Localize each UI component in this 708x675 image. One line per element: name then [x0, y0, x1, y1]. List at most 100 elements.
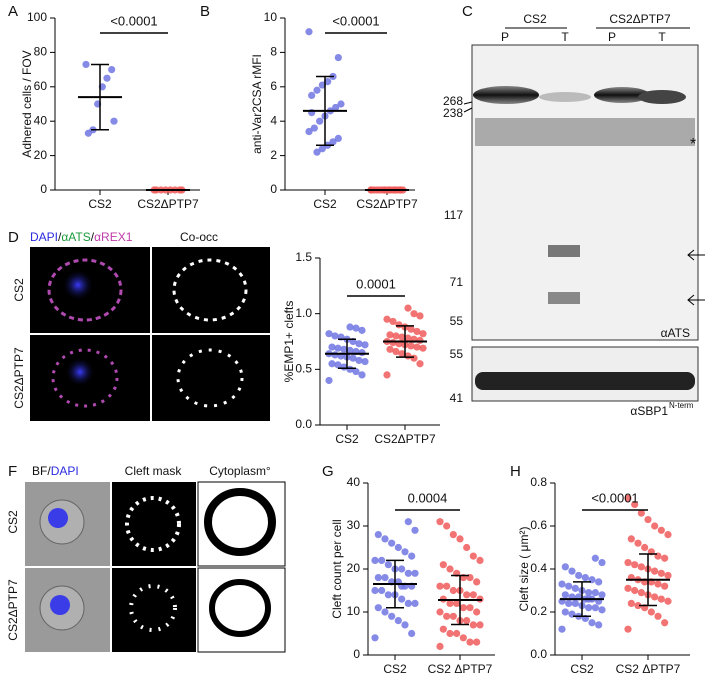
data-point [631, 500, 639, 509]
group-label: CS2ΔPTP7 [609, 12, 671, 26]
data-point [355, 340, 363, 348]
data-point [318, 145, 326, 153]
p-value: 0.0001 [356, 276, 396, 291]
data-point [419, 330, 427, 338]
data-point [331, 332, 339, 340]
data-point [449, 531, 457, 539]
data-point [349, 354, 357, 362]
panel-label: F [8, 463, 17, 480]
row-label: CS2ΔPTP7 [6, 579, 20, 641]
data-point [473, 608, 481, 616]
y-tick-label: 20 [347, 561, 361, 575]
data-point [469, 621, 477, 629]
antibody-label: αATS [661, 326, 690, 340]
data-point [654, 580, 662, 588]
data-point [404, 518, 412, 526]
data-point [334, 361, 342, 369]
data-point [328, 343, 336, 351]
data-point [571, 584, 579, 592]
blot: CS2 CS2ΔPTP7 P T P T 268 238 117 71 55 5… [443, 12, 705, 418]
data-point [401, 621, 409, 629]
data-point [401, 548, 409, 556]
data-point [657, 526, 665, 534]
separator: / [47, 464, 51, 478]
antibody-name: αSBP1 [630, 404, 668, 418]
data-point [389, 317, 397, 326]
data-point [476, 556, 484, 565]
column-header: Cleft mask [125, 464, 183, 478]
data-point [436, 582, 444, 590]
data-point [404, 569, 412, 577]
data-point [443, 612, 451, 620]
marker-label: 117 [444, 208, 463, 222]
data-point [651, 593, 659, 601]
data-point [355, 356, 363, 365]
data-point [331, 351, 339, 359]
data-point [436, 608, 444, 616]
y-tick-label: 0.0 [530, 647, 547, 661]
y-tick-label: 20 [34, 148, 48, 162]
data-point [411, 526, 419, 534]
data-point [571, 599, 579, 608]
data-point [591, 554, 599, 562]
y-tick-label: 0.0 [295, 417, 312, 431]
lane-label: T [561, 30, 569, 44]
band [594, 87, 650, 103]
separator: / [91, 230, 95, 244]
data-point [389, 339, 397, 347]
data-point [371, 634, 379, 642]
data-point [624, 494, 632, 502]
data-point [394, 617, 402, 625]
data-point [352, 367, 360, 376]
data-point [388, 612, 396, 620]
marker-label: 41 [450, 391, 464, 405]
data-point [325, 330, 333, 338]
y-axis-label: %EMP1+ clefts [282, 301, 296, 383]
y-tick-label: 0 [353, 647, 360, 661]
data-point [585, 604, 593, 612]
nucleus [48, 508, 68, 528]
data-point [329, 138, 337, 146]
data-point [316, 117, 324, 125]
panel-label: D [8, 229, 19, 246]
data-point [383, 371, 391, 379]
data-point [346, 346, 354, 355]
data-point [565, 599, 573, 608]
data-point [654, 612, 662, 620]
data-point [459, 634, 467, 642]
data-point [634, 601, 642, 610]
y-tick-label: 10 [347, 604, 361, 618]
data-point [466, 638, 474, 646]
data-point [358, 326, 366, 334]
data-point [419, 344, 427, 352]
channel: αREX1 [94, 230, 133, 244]
data-point [346, 323, 354, 331]
y-tick-label: 100 [27, 10, 47, 24]
row-label: CS2 [12, 278, 26, 302]
data-point [378, 586, 386, 595]
data-point [408, 629, 416, 638]
data-point [631, 561, 639, 569]
data-point [657, 569, 665, 577]
data-point [469, 591, 477, 599]
data-point [413, 327, 421, 336]
data-point [416, 360, 424, 368]
data-point [110, 117, 118, 125]
band [548, 245, 580, 257]
image [112, 482, 196, 566]
y-axis-label: Cleft count per cell [330, 519, 344, 618]
cytoplasm-mask [204, 488, 276, 556]
antibody-label: αSBP1 [630, 404, 668, 418]
co-occ-mask [172, 258, 248, 322]
data-point [446, 565, 454, 573]
data-point [664, 597, 672, 605]
y-axis-label: anti-Var2CSA rMFI [250, 54, 264, 154]
data-point [436, 642, 444, 651]
data-point [381, 535, 389, 543]
y-tick-label: 1.0 [295, 306, 312, 320]
y-tick-label: 80 [34, 45, 48, 59]
data-point [476, 621, 484, 629]
y-axis-label: Adhered cells / FOV [20, 50, 34, 157]
data-point [637, 589, 645, 597]
y-tick-label: 1.5 [295, 250, 312, 264]
